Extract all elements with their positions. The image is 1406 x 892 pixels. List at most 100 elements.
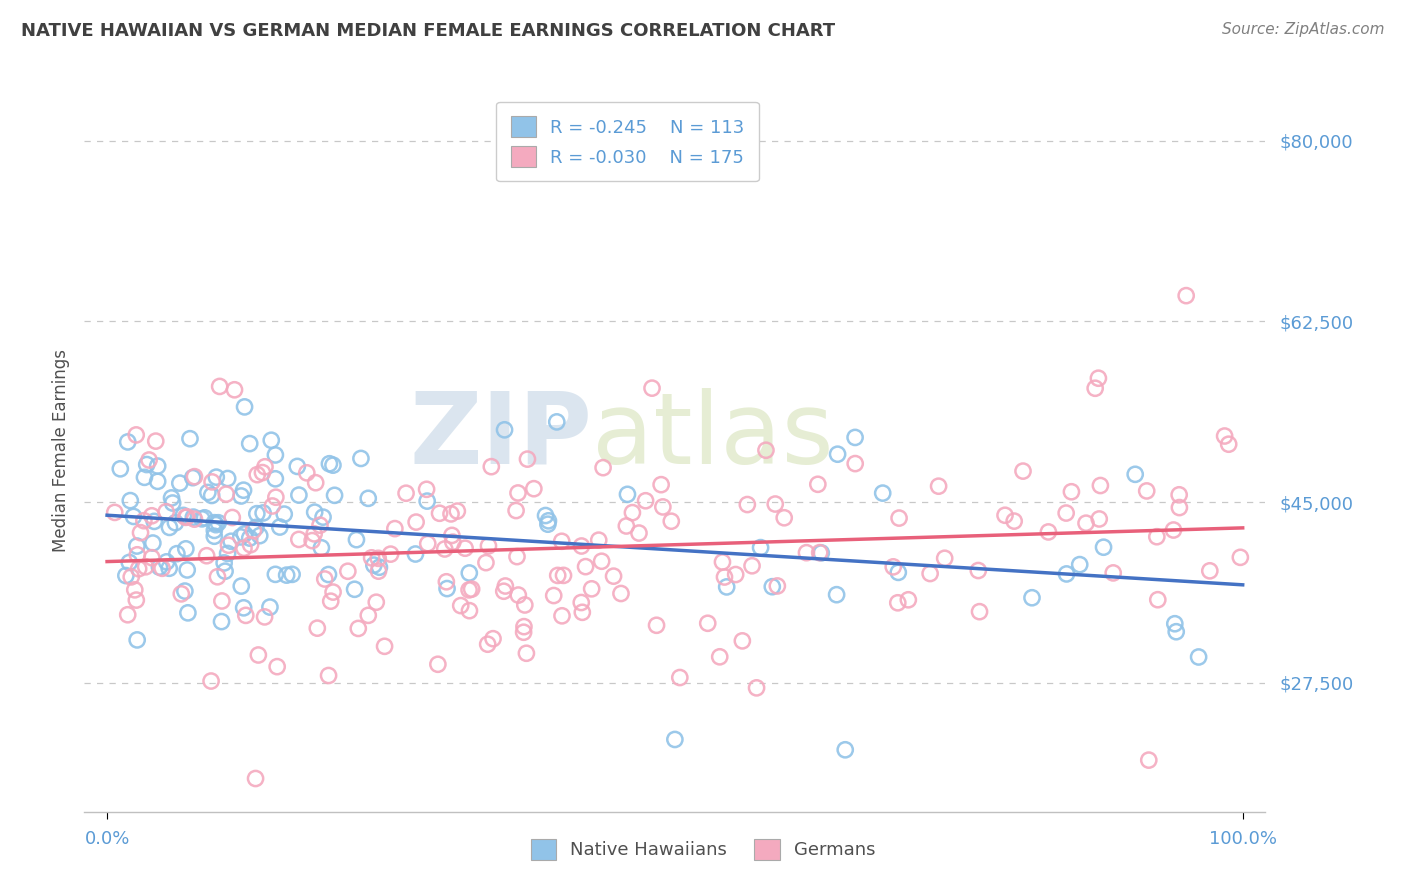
Point <box>146 475 169 489</box>
Point <box>134 470 156 484</box>
Point <box>516 452 538 467</box>
Point <box>304 505 326 519</box>
Point <box>231 489 253 503</box>
Point <box>211 615 233 629</box>
Point <box>132 514 155 528</box>
Point <box>177 606 200 620</box>
Point <box>766 579 789 593</box>
Point <box>128 562 150 576</box>
Y-axis label: Median Female Earnings: Median Female Earnings <box>52 349 70 552</box>
Point <box>1168 488 1191 502</box>
Point <box>395 486 418 500</box>
Point <box>724 567 747 582</box>
Point <box>135 559 157 574</box>
Point <box>716 580 738 594</box>
Point <box>125 428 148 442</box>
Point <box>374 640 396 654</box>
Point <box>920 566 942 581</box>
Point <box>745 681 768 695</box>
Point <box>844 457 866 471</box>
Point <box>551 534 574 549</box>
Point <box>610 586 633 600</box>
Point <box>492 584 515 599</box>
Point <box>166 547 188 561</box>
Point <box>239 531 262 545</box>
Point <box>547 568 569 582</box>
Point <box>124 582 146 597</box>
Point <box>1175 288 1198 302</box>
Point <box>384 522 406 536</box>
Point <box>318 668 340 682</box>
Point <box>569 595 592 609</box>
Point <box>887 511 910 525</box>
Point <box>138 453 160 467</box>
Point <box>928 479 950 493</box>
Point <box>1021 591 1043 605</box>
Point <box>477 637 499 651</box>
Point <box>343 582 366 597</box>
Point <box>202 516 225 530</box>
Point <box>104 505 127 519</box>
Point <box>433 541 456 556</box>
Point <box>506 486 529 500</box>
Point <box>755 443 778 458</box>
Point <box>165 516 187 530</box>
Point <box>713 570 735 584</box>
Point <box>588 533 610 548</box>
Point <box>285 459 308 474</box>
Point <box>441 535 464 549</box>
Point <box>749 541 772 555</box>
Point <box>205 517 228 532</box>
Point <box>245 772 267 786</box>
Point <box>232 483 254 498</box>
Point <box>602 569 624 583</box>
Point <box>1056 566 1078 581</box>
Point <box>1088 512 1111 526</box>
Point <box>264 567 287 582</box>
Point <box>110 462 132 476</box>
Point <box>252 466 274 480</box>
Point <box>252 506 274 520</box>
Point <box>259 600 281 615</box>
Point <box>217 471 239 485</box>
Point <box>120 493 142 508</box>
Point <box>245 520 267 534</box>
Point <box>415 483 437 497</box>
Point <box>205 470 228 484</box>
Point <box>266 659 288 673</box>
Point <box>446 504 468 518</box>
Point <box>127 548 149 562</box>
Point <box>1218 437 1240 451</box>
Point <box>183 512 205 526</box>
Point <box>239 436 262 450</box>
Point <box>512 625 534 640</box>
Point <box>454 541 477 556</box>
Point <box>181 471 204 485</box>
Point <box>827 447 849 461</box>
Point <box>546 415 568 429</box>
Point <box>142 536 165 550</box>
Point <box>231 579 253 593</box>
Point <box>773 510 796 524</box>
Point <box>221 510 243 524</box>
Point <box>363 558 385 573</box>
Point <box>508 588 530 602</box>
Point <box>810 546 832 560</box>
Point <box>143 515 166 529</box>
Point <box>239 538 262 552</box>
Point <box>592 460 614 475</box>
Point <box>145 434 167 449</box>
Point <box>591 554 613 568</box>
Point <box>260 434 283 448</box>
Point <box>844 430 866 444</box>
Point <box>273 507 295 521</box>
Point <box>808 546 831 560</box>
Point <box>319 594 342 608</box>
Point <box>1198 564 1220 578</box>
Point <box>494 423 516 437</box>
Point <box>314 572 336 586</box>
Point <box>172 508 194 523</box>
Point <box>269 520 291 534</box>
Point <box>191 512 214 526</box>
Point <box>659 514 682 528</box>
